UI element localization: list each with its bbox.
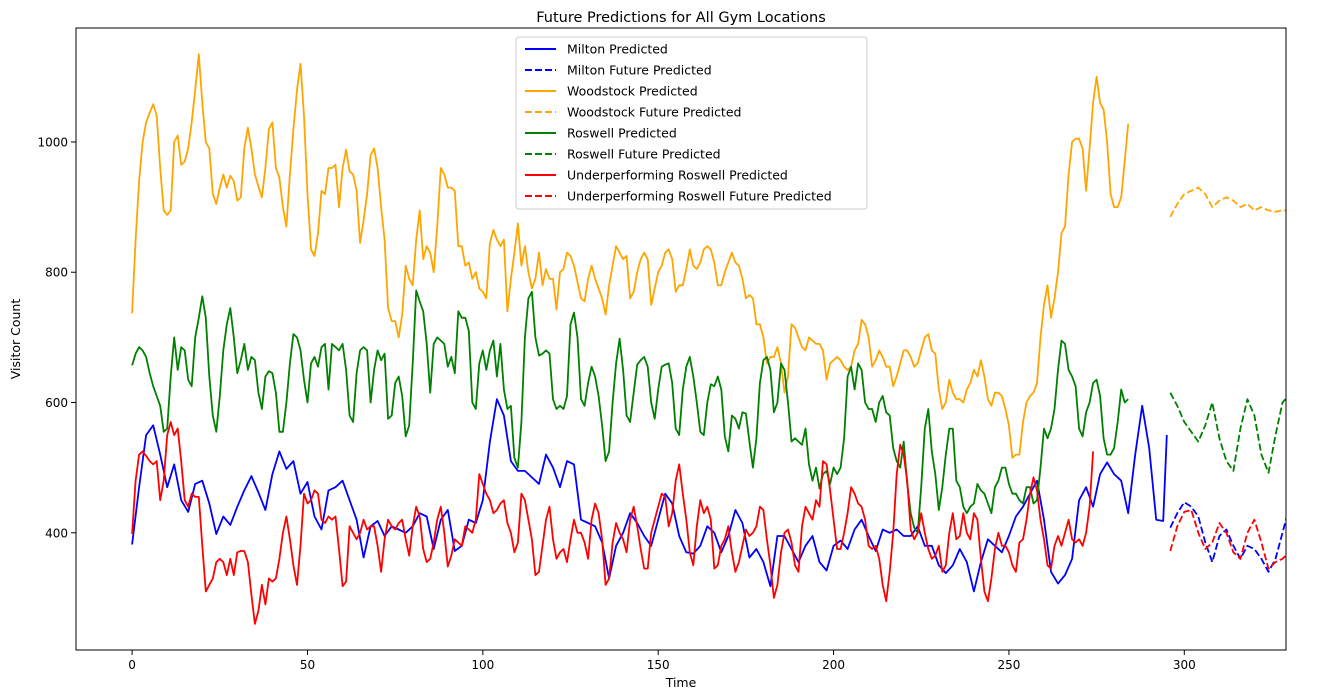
plot-frame — [75, 27, 1287, 651]
x-tick-label: 50 — [300, 658, 315, 672]
y-tick-label: 800 — [45, 266, 68, 280]
x-axis: 0 50 100 150 200 250 300 — [128, 650, 1196, 672]
chart-title: Future Predictions for All Gym Locations — [536, 10, 826, 26]
x-axis-label: Time — [665, 675, 697, 690]
legend-box — [515, 36, 868, 210]
series-line-4 — [1169, 186, 1286, 218]
x-tick-label: 300 — [1173, 658, 1196, 672]
legend-label: Woodstock Future Predicted — [567, 105, 741, 120]
y-tick-label: 1000 — [37, 135, 68, 149]
legend-label: Milton Predicted — [567, 42, 668, 57]
plot-lines — [131, 53, 1286, 625]
series-line-8 — [131, 421, 1094, 625]
y-axis-label: Visitor Count — [8, 299, 23, 380]
series-line-6 — [1169, 392, 1286, 474]
legend-label: Roswell Predicted — [567, 126, 677, 141]
legend-label: Milton Future Predicted — [567, 63, 712, 78]
legend: Milton Predicted Milton Future Predicted W… — [515, 36, 868, 210]
legend-label: Woodstock Predicted — [567, 84, 698, 99]
series-line-3 — [131, 53, 1130, 459]
y-axis: 400 600 800 1000 — [37, 135, 76, 540]
series-line-2 — [1169, 501, 1286, 573]
legend-label: Roswell Future Predicted — [567, 147, 721, 162]
legend-label: Underperforming Roswell Predicted — [567, 168, 788, 183]
x-tick-label: 100 — [471, 658, 494, 672]
series-line-1 — [131, 398, 1168, 593]
series-line-7 — [1169, 509, 1286, 570]
x-tick-label: 150 — [647, 658, 670, 672]
y-tick-label: 400 — [45, 526, 68, 540]
series-line-5 — [131, 289, 1129, 534]
y-tick-label: 600 — [45, 396, 68, 410]
x-tick-label: 250 — [997, 658, 1020, 672]
x-tick-label: 200 — [822, 658, 845, 672]
legend-label: Underperforming Roswell Future Predicted — [567, 189, 832, 204]
x-tick-label: 0 — [128, 658, 136, 672]
